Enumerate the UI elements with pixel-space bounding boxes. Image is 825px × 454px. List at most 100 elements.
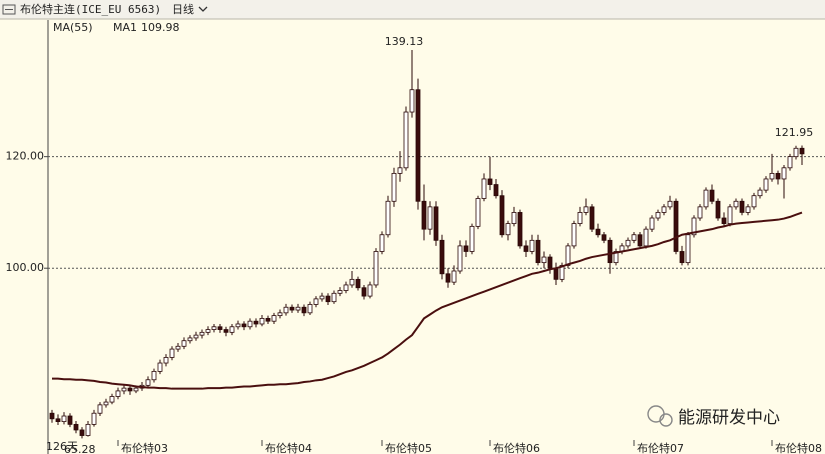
candle-body (499, 195, 505, 236)
candle-body (457, 245, 463, 272)
watermark-text: 能源研发中心 (678, 408, 780, 428)
candle-body (427, 206, 433, 230)
candle-body (319, 295, 325, 300)
candle-body (547, 256, 553, 269)
x-tick-label: 布伦特08 (775, 441, 822, 454)
candle-body (349, 278, 355, 286)
candle-body (151, 370, 157, 381)
candle-body (577, 212, 583, 224)
candle-body (451, 270, 457, 283)
candle-body (421, 200, 427, 230)
candle-body (379, 234, 385, 252)
candle-body (229, 326, 235, 333)
candle-body (91, 412, 97, 425)
candle-body (649, 217, 655, 230)
candle-body (553, 267, 559, 280)
candle-body (73, 423, 79, 431)
candle-body (49, 412, 55, 420)
candle-body (211, 326, 217, 330)
candle-body (85, 423, 91, 436)
candle-body (415, 89, 421, 202)
candle-body (163, 357, 169, 364)
candle-body (793, 147, 799, 158)
candle-body (769, 172, 775, 180)
candle-body (607, 239, 613, 264)
candle-body (559, 265, 565, 280)
candle-body (277, 312, 283, 317)
instrument-title[interactable]: 布伦特主连(ICE_EU 6563) (20, 2, 161, 16)
period-selector[interactable]: 日线 (172, 2, 194, 16)
candle-body (109, 396, 115, 403)
candle-body (181, 340, 187, 347)
candle-body (61, 415, 67, 422)
candle-body (763, 178, 769, 191)
candle-body (601, 234, 607, 241)
candle-body (745, 206, 751, 213)
candle-body (127, 387, 133, 392)
toolbar-bg (0, 0, 825, 19)
candle-body (583, 206, 589, 213)
candle-body (439, 239, 445, 275)
candle-body (217, 326, 223, 330)
candle-body (445, 273, 451, 283)
candle-body (487, 178, 493, 185)
candle-body (265, 318, 271, 322)
candle-body (721, 217, 727, 224)
candle-body (193, 334, 199, 339)
candle-body (595, 228, 601, 236)
toolbar-icon[interactable] (2, 4, 16, 15)
watermark-icon (659, 413, 673, 427)
dropdown-chevron[interactable] (198, 6, 208, 12)
candle-body (313, 298, 319, 305)
peak-label: 139.13 (385, 35, 424, 48)
candle-body (55, 418, 61, 422)
low-label: 65.28 (64, 443, 96, 454)
candle-body (535, 239, 541, 264)
candle-body (613, 251, 619, 264)
candle-body (643, 228, 649, 247)
candle-body (781, 167, 787, 180)
toolbar: 布伦特主连(ICE_EU 6563) 日线 (0, 0, 825, 20)
ma-legend-value: 109.98 (141, 21, 180, 34)
candle-body (541, 256, 547, 264)
candle-body (175, 345, 181, 350)
candle-body (787, 156, 793, 169)
candle-body (667, 200, 673, 208)
candle-body (529, 239, 535, 252)
candle-body (295, 306, 301, 311)
x-tick-label: 布伦特04 (265, 441, 312, 454)
candle-body (523, 245, 529, 252)
candle-body (517, 212, 523, 247)
candle-body (205, 329, 211, 333)
candle-body (157, 362, 163, 372)
candle-body (751, 195, 757, 208)
candle-body (307, 304, 313, 314)
candle-body (511, 212, 517, 224)
candle-body (271, 315, 277, 322)
candle-body (325, 295, 331, 303)
indicator-label: MA(55) (53, 21, 93, 34)
x-tick-label: 布伦特05 (385, 441, 432, 454)
x-tick-label: 布伦特06 (493, 441, 540, 454)
candle-body (565, 245, 571, 266)
candle-body (475, 198, 481, 227)
candle-body (253, 320, 259, 325)
candle-body (301, 306, 307, 314)
candle-body (97, 404, 103, 414)
candle-body (727, 206, 733, 224)
plot: 100.00 120.00 布伦特03 布伦特04 布伦特05 布伦特06 布伦特07 布伦特… (6, 35, 825, 454)
candle-body (115, 390, 121, 397)
candle-body (397, 167, 403, 174)
candle-body (367, 284, 373, 297)
candle-body (247, 320, 253, 328)
candle-body (259, 318, 265, 325)
candle-body (505, 223, 511, 236)
candle-body (691, 217, 697, 236)
candle-body (775, 172, 781, 180)
candle-body (625, 239, 631, 247)
candle-body (679, 251, 685, 264)
candle-body (133, 387, 139, 392)
candle-body (289, 306, 295, 311)
candle-body (169, 348, 175, 358)
